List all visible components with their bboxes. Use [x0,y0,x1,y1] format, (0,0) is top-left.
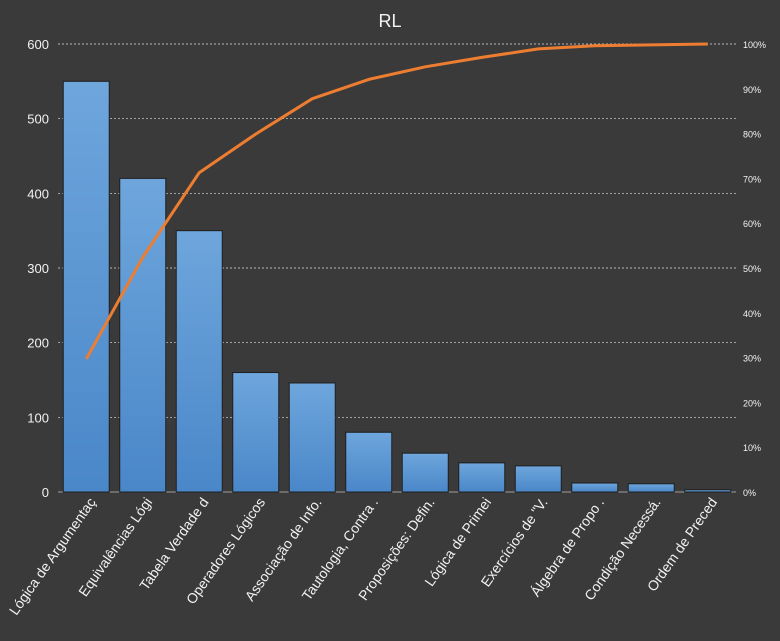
y2-tick-label: 80% [743,130,761,140]
chart-title: RL [378,11,401,31]
y2-tick-label: 70% [743,174,761,184]
bar [175,230,223,493]
y-tick-label: 600 [27,37,49,52]
y2-tick-label: 50% [743,264,761,274]
y-tick-label: 200 [27,336,49,351]
y-axis-left: 0 100 200 300 400 500 600 [27,37,49,500]
y2-tick-label: 60% [743,219,761,229]
cumulative-line-series [84,42,708,360]
y-tick-label: 300 [27,261,49,276]
y2-tick-label: 30% [743,354,761,364]
x-tick-label: Lógica de Argumentaç [6,495,99,618]
cumulative-line [84,42,708,360]
y2-tick-label: 90% [743,85,761,95]
bar [288,382,336,493]
y2-tick-label: 20% [743,398,761,408]
y-axis-right: 0% 10% 20% 30% 40% 50% 60% 70% 80% 90% 100% [743,40,766,498]
y-tick-label: 100 [27,410,49,425]
bar [458,462,506,493]
bar [514,465,562,493]
y2-tick-label: 10% [743,443,761,453]
bar [627,483,675,493]
y2-tick-label: 0% [743,488,756,498]
y2-tick-label: 100% [743,40,766,50]
y-tick-label: 400 [27,186,49,201]
bar [684,489,732,493]
y-tick-label: 0 [42,485,49,500]
bar [345,431,393,493]
y2-tick-label: 40% [743,309,761,319]
y-tick-label: 500 [27,112,49,127]
bar [119,177,167,493]
bar [62,80,110,493]
bar [401,452,449,493]
bar [232,372,280,493]
bar [571,482,619,493]
bar-series [62,80,732,493]
